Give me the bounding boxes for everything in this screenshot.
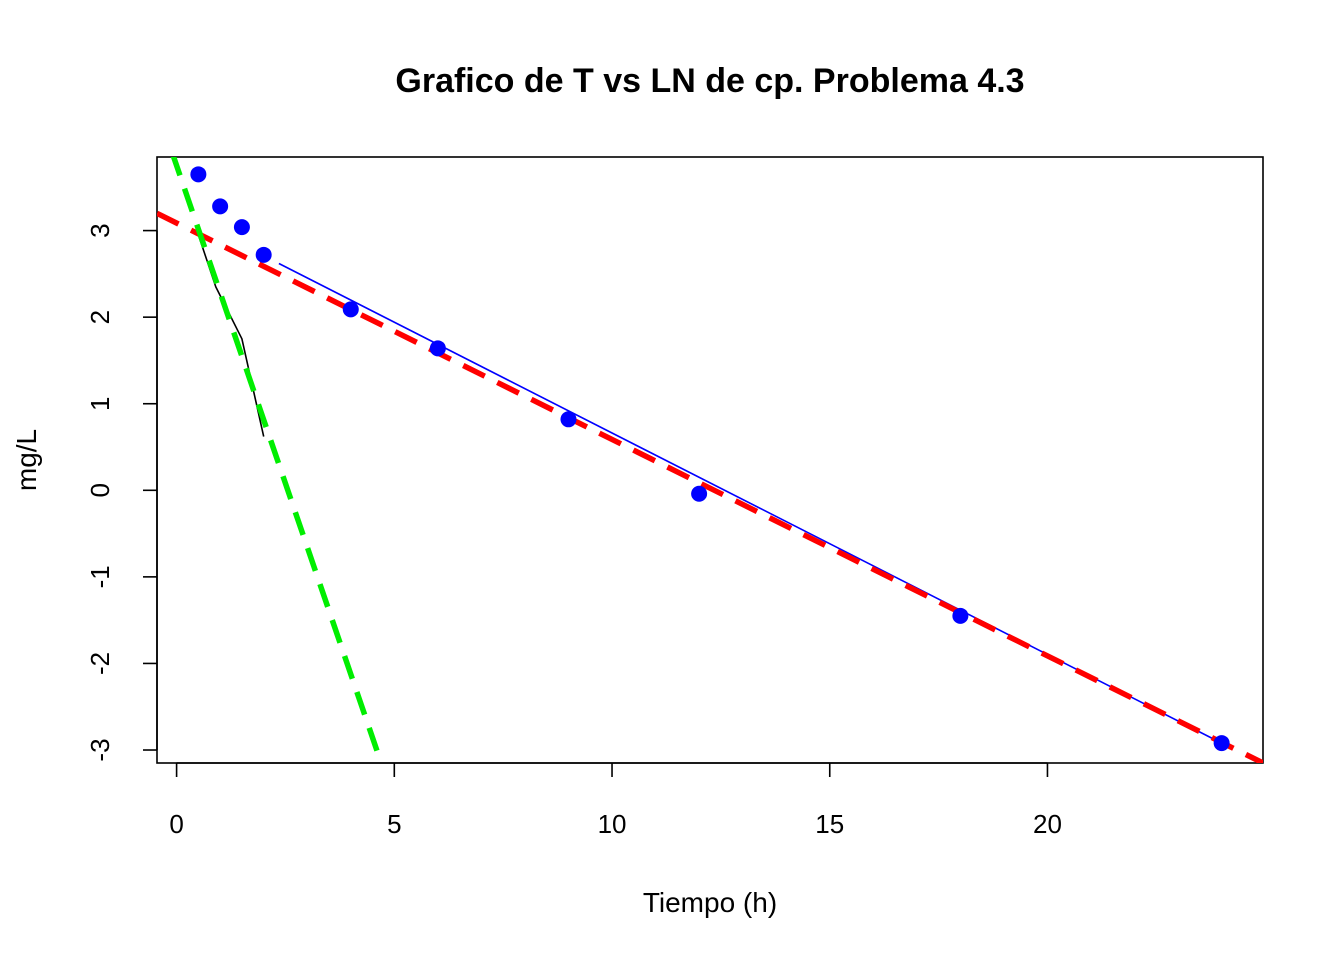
data-point [1213,735,1230,752]
x-tick-label: 5 [387,809,401,839]
data-point [255,246,272,263]
y-tick-label: -2 [85,652,115,675]
data-point [212,198,229,215]
y-tick-label: 2 [85,310,115,324]
y-axis-label: mg/L [11,429,42,491]
series-layer [157,157,1263,763]
data-point [429,340,446,357]
y-tick-label: 0 [85,483,115,497]
plot-frame [156,156,1264,764]
y-tick-label: -3 [85,738,115,761]
data-point [190,166,207,183]
data-point [342,301,359,318]
x-tick-label: 15 [815,809,844,839]
series-line-3 [170,157,384,763]
y-tick-label: 3 [85,223,115,237]
x-axis-label: Tiempo (h) [643,887,777,918]
data-point [952,607,969,624]
x-tick-label: 20 [1033,809,1062,839]
x-tick-label: 0 [169,809,183,839]
series-line-2 [157,210,1263,763]
x-axis: 0 5 10 15 20 [169,762,1062,839]
x-tick-label: 10 [598,809,627,839]
data-point [691,485,708,502]
data-point [233,219,250,236]
chart-title: Grafico de T vs LN de cp. Problema 4.3 [395,62,1024,100]
y-tick-label: 1 [85,396,115,410]
data-point [560,411,577,428]
y-axis: -3 -2 -1 0 1 2 3 [85,223,158,762]
y-tick-label: -1 [85,565,115,588]
